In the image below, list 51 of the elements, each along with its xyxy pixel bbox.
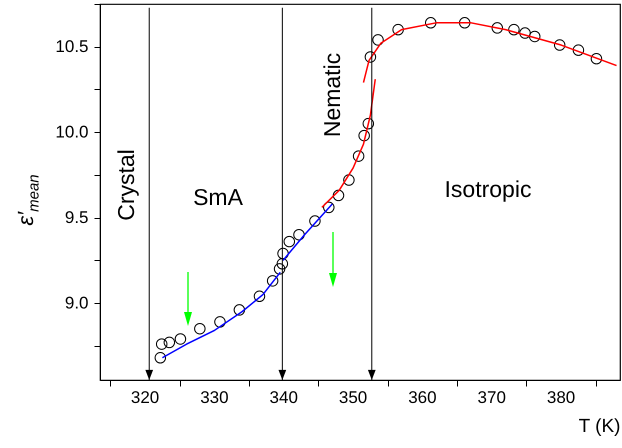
x-tick-label: 330 (200, 388, 229, 407)
point (358, 130, 370, 142)
point (590, 52, 602, 64)
point (352, 150, 364, 162)
point (276, 258, 288, 270)
x-axis-title: T (K) (578, 416, 620, 437)
y-tick-label: 10.0 (55, 122, 88, 142)
point (372, 34, 384, 46)
point (194, 322, 206, 334)
x-tick-label: 360 (408, 388, 437, 407)
point (392, 24, 404, 36)
point (154, 352, 166, 364)
y-tick-label: 9.5 (64, 208, 88, 228)
point (266, 275, 278, 287)
point (309, 215, 321, 227)
point (234, 304, 246, 316)
annotation: SmA (193, 184, 244, 210)
line-series (162, 272, 282, 359)
y-tick-label: 10.5 (55, 37, 88, 56)
point (424, 17, 436, 29)
point (332, 190, 344, 202)
point (528, 30, 540, 42)
annotation: Isotropic (444, 176, 532, 202)
point (254, 290, 266, 302)
x-tick-label: 350 (338, 388, 368, 407)
point (323, 202, 335, 214)
point (343, 174, 355, 186)
point (164, 336, 176, 348)
point (458, 17, 470, 29)
point (362, 118, 374, 130)
point (492, 22, 504, 34)
point (214, 316, 226, 328)
annotation: Nematic (319, 52, 345, 138)
point (274, 263, 286, 275)
point (284, 236, 296, 248)
point (293, 228, 305, 240)
x-tick-label: 380 (546, 388, 576, 407)
point (156, 338, 168, 350)
x-tick-label: 370 (478, 388, 506, 407)
y-tick-label: 9.0 (64, 294, 88, 313)
x-tick-label: 340 (270, 388, 298, 407)
point (519, 27, 531, 39)
point (277, 248, 289, 260)
point (554, 39, 566, 51)
line-series (362, 22, 618, 84)
point (174, 333, 186, 345)
x-tick-label: 320 (130, 388, 160, 407)
point (364, 51, 376, 63)
annotation: Crystal (113, 149, 139, 221)
point (572, 44, 584, 56)
point (508, 24, 520, 36)
